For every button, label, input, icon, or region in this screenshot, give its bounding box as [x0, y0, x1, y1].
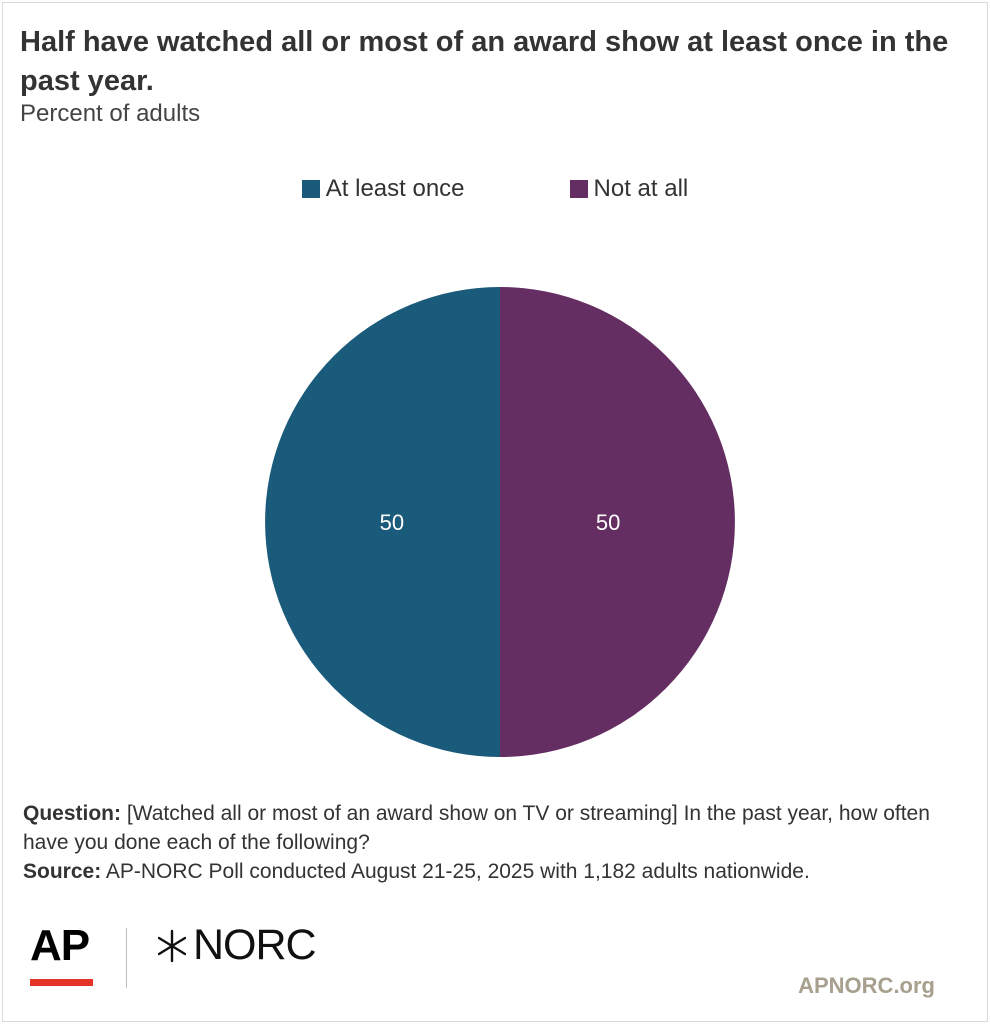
- chart-notes: Question: [Watched all or most of an awa…: [23, 799, 963, 886]
- legend-swatch: [301, 180, 320, 198]
- legend-label: Not at all: [593, 175, 689, 202]
- ap-logo: AP: [30, 921, 90, 970]
- pie-slice: [500, 287, 735, 757]
- source-text: AP-NORC Poll conducted August 21-25, 202…: [101, 860, 810, 883]
- legend-item: Not at all: [569, 175, 689, 203]
- chart-title: Half have watched all or most of an awar…: [20, 26, 949, 97]
- norc-logo: NORC: [153, 921, 317, 970]
- legend-swatch: [569, 180, 588, 198]
- norc-star-icon: [157, 929, 187, 962]
- source-note: Source: AP-NORC Poll conducted August 21…: [23, 857, 963, 886]
- pie-slice: [265, 287, 500, 757]
- chart-subtitle: Percent of adults: [20, 100, 201, 127]
- pie-chart: 50 50: [265, 287, 735, 757]
- legend: At least once Not at all: [3, 175, 987, 203]
- question-note: Question: [Watched all or most of an awa…: [23, 799, 963, 857]
- logo-divider: [126, 928, 127, 988]
- source-label: Source:: [23, 860, 102, 883]
- legend-label: At least once: [325, 175, 465, 202]
- site-link[interactable]: APNORC.org: [798, 973, 935, 998]
- question-text: [Watched all or most of an award show on…: [23, 802, 930, 854]
- slice-data-label: 50: [596, 510, 620, 535]
- question-label: Question:: [23, 802, 121, 825]
- norc-logo-text: NORC: [193, 921, 317, 969]
- legend-item: At least once: [301, 175, 465, 203]
- ap-logo-bar: [30, 979, 93, 986]
- slice-data-label: 50: [380, 510, 404, 535]
